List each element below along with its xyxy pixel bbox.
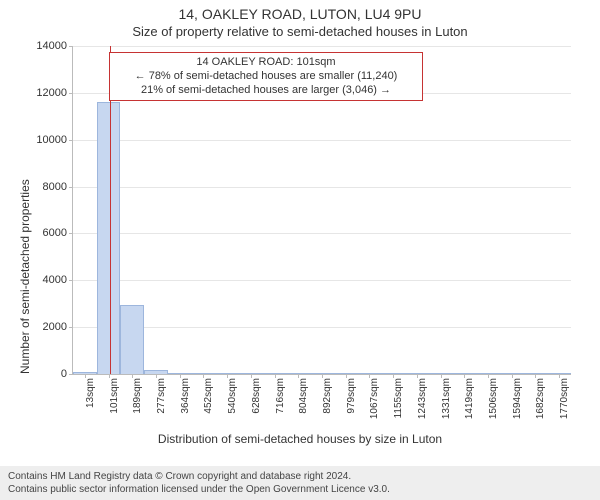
y-axis-label: Number of semi-detached properties	[18, 179, 32, 374]
chart-title: 14, OAKLEY ROAD, LUTON, LU4 9PU	[0, 6, 600, 22]
x-tick-label: 1682sqm	[535, 378, 546, 419]
annotation-line-1: 14 OAKLEY ROAD: 101sqm	[116, 56, 416, 70]
footer-line-1: Contains HM Land Registry data © Crown c…	[8, 470, 592, 483]
x-tick-label: 979sqm	[346, 378, 357, 414]
y-tick-label: 0	[61, 368, 67, 380]
x-tick-label: 364sqm	[180, 378, 191, 414]
x-tick-label: 1331sqm	[441, 378, 452, 419]
y-tick-label: 8000	[43, 181, 67, 193]
annotation-line-2: ← 78% of semi-detached houses are smalle…	[116, 70, 416, 84]
chart-subtitle: Size of property relative to semi-detach…	[0, 24, 600, 39]
x-tick-label: 189sqm	[132, 378, 143, 414]
x-tick-label: 1770sqm	[559, 378, 570, 419]
x-tick-label: 277sqm	[156, 378, 167, 414]
y-tick	[69, 140, 73, 141]
histogram-bar	[97, 102, 121, 374]
x-tick-label: 452sqm	[203, 378, 214, 414]
y-tick	[69, 233, 73, 234]
x-tick-label: 628sqm	[251, 378, 262, 414]
x-tick-label: 804sqm	[298, 378, 309, 414]
x-tick-label: 13sqm	[85, 378, 96, 408]
footer-line-2: Contains public sector information licen…	[8, 483, 592, 496]
y-tick	[69, 327, 73, 328]
footer: Contains HM Land Registry data © Crown c…	[0, 466, 600, 500]
y-tick-label: 10000	[36, 134, 67, 146]
y-tick-label: 12000	[36, 87, 67, 99]
x-tick-label: 1243sqm	[417, 378, 428, 419]
x-axis-label: Distribution of semi-detached houses by …	[0, 432, 600, 446]
gridline	[73, 46, 571, 47]
annotation-box: 14 OAKLEY ROAD: 101sqm ← 78% of semi-det…	[109, 52, 423, 101]
gridline	[73, 280, 571, 281]
y-tick-label: 14000	[36, 40, 67, 52]
x-tick-label: 1506sqm	[488, 378, 499, 419]
histogram-bar	[120, 305, 144, 374]
x-tick-label: 716sqm	[275, 378, 286, 414]
x-tick-label: 1067sqm	[369, 378, 380, 419]
x-tick-label: 1419sqm	[464, 378, 475, 419]
gridline	[73, 140, 571, 141]
y-tick	[69, 374, 73, 375]
y-tick	[69, 93, 73, 94]
plot-area: 0200040006000800010000120001400013sqm101…	[72, 46, 571, 375]
chart-container: 14, OAKLEY ROAD, LUTON, LU4 9PU Size of …	[0, 0, 600, 500]
x-tick-label: 1594sqm	[512, 378, 523, 419]
x-tick-label: 892sqm	[322, 378, 333, 414]
x-tick-label: 101sqm	[109, 378, 120, 414]
y-tick	[69, 46, 73, 47]
gridline	[73, 187, 571, 188]
y-tick-label: 2000	[43, 321, 67, 333]
y-tick-label: 4000	[43, 274, 67, 286]
y-tick	[69, 280, 73, 281]
gridline	[73, 233, 571, 234]
annotation-line-3: 21% of semi-detached houses are larger (…	[116, 84, 416, 98]
y-tick	[69, 187, 73, 188]
x-tick-label: 540sqm	[227, 378, 238, 414]
y-tick-label: 6000	[43, 227, 67, 239]
gridline	[73, 327, 571, 328]
x-tick-label: 1155sqm	[393, 378, 404, 418]
